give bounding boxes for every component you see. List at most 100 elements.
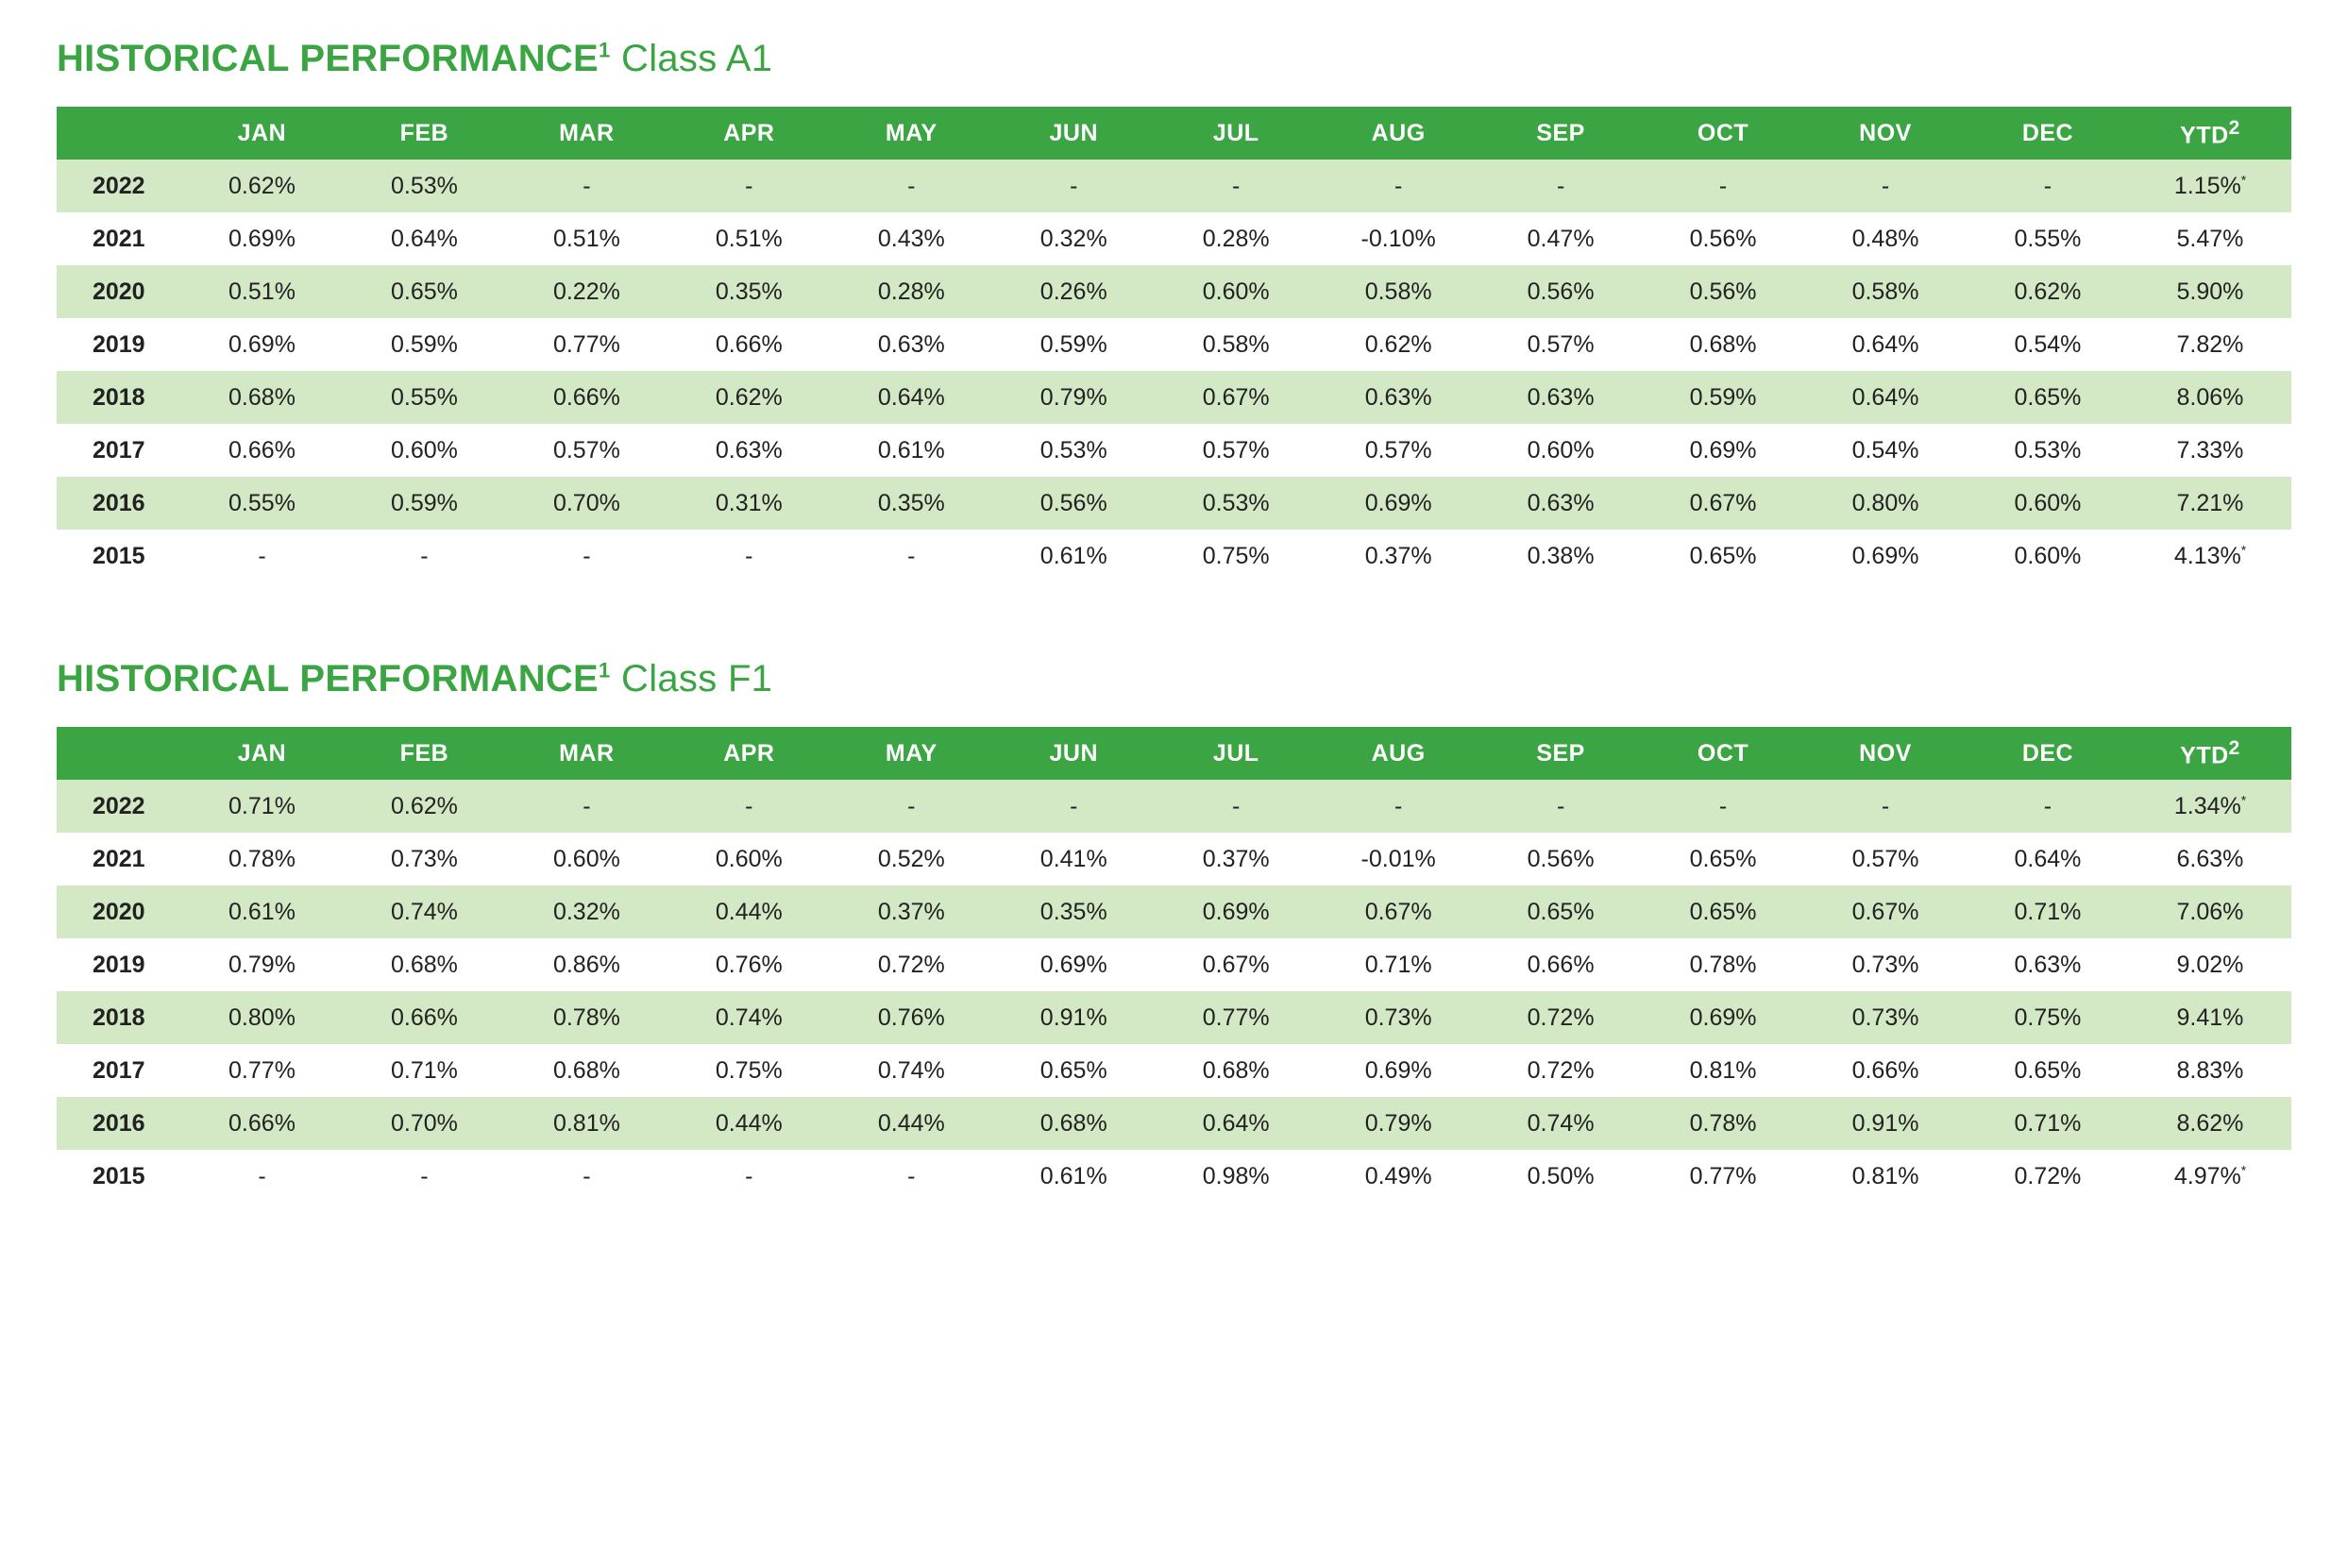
value-cell: 0.65% <box>1967 371 2129 424</box>
value-cell: 0.63% <box>1479 477 1642 530</box>
title-footnote: 1 <box>599 659 611 683</box>
ytd-cell: 9.41% <box>2129 991 2291 1044</box>
value-cell: 0.44% <box>830 1097 992 1150</box>
value-cell: 0.69% <box>181 318 344 371</box>
value-cell: - <box>1642 780 1804 833</box>
section-title: HISTORICAL PERFORMANCE1 Class F1 <box>57 658 2291 700</box>
value-cell: 0.75% <box>667 1044 830 1097</box>
value-cell: 0.68% <box>1642 318 1804 371</box>
value-cell: 0.41% <box>992 833 1155 885</box>
value-cell: 0.68% <box>343 938 505 991</box>
value-cell: 0.78% <box>1642 1097 1804 1150</box>
ytd-star: * <box>2241 173 2246 187</box>
value-cell: - <box>992 160 1155 212</box>
ytd-value: 7.06% <box>2177 899 2244 925</box>
ytd-star: * <box>2241 543 2246 557</box>
value-cell: 0.67% <box>1317 885 1479 938</box>
header-month: MAY <box>830 727 992 780</box>
value-cell: 0.59% <box>1642 371 1804 424</box>
table-row: 20180.80%0.66%0.78%0.74%0.76%0.91%0.77%0… <box>57 991 2291 1044</box>
value-cell: 0.56% <box>992 477 1155 530</box>
value-cell: 0.73% <box>1804 938 1967 991</box>
header-month: MAR <box>505 727 667 780</box>
value-cell: 0.73% <box>1804 991 1967 1044</box>
value-cell: 0.66% <box>1479 938 1642 991</box>
value-cell: 0.78% <box>1642 938 1804 991</box>
ytd-cell: 9.02% <box>2129 938 2291 991</box>
ytd-value: 4.97% <box>2174 1163 2241 1189</box>
title-label: HISTORICAL PERFORMANCE <box>57 38 599 79</box>
value-cell: - <box>667 1150 830 1203</box>
value-cell: 0.79% <box>181 938 344 991</box>
header-month: AUG <box>1317 107 1479 160</box>
value-cell: 0.66% <box>181 424 344 477</box>
value-cell: 0.53% <box>1155 477 1317 530</box>
year-cell: 2022 <box>57 780 181 833</box>
value-cell: 0.62% <box>343 780 505 833</box>
title-class-label: Class F1 <box>611 658 773 700</box>
value-cell: 0.28% <box>1155 212 1317 265</box>
ytd-cell: 8.83% <box>2129 1044 2291 1097</box>
value-cell: 0.60% <box>1967 477 2129 530</box>
value-cell: 0.58% <box>1804 265 1967 318</box>
value-cell: 0.69% <box>1155 885 1317 938</box>
value-cell: 0.35% <box>992 885 1155 938</box>
value-cell: - <box>830 530 992 582</box>
value-cell: 0.69% <box>1642 424 1804 477</box>
ytd-value: 8.83% <box>2177 1057 2244 1084</box>
table-row: 20220.62%0.53%----------1.15%* <box>57 160 2291 212</box>
ytd-star: * <box>2241 793 2246 807</box>
table-row: 20160.66%0.70%0.81%0.44%0.44%0.68%0.64%0… <box>57 1097 2291 1150</box>
header-month: OCT <box>1642 107 1804 160</box>
header-year-blank <box>57 107 181 160</box>
value-cell: - <box>667 530 830 582</box>
value-cell: 0.72% <box>1479 991 1642 1044</box>
value-cell: 0.67% <box>1642 477 1804 530</box>
value-cell: 0.54% <box>1967 318 2129 371</box>
value-cell: 0.60% <box>1479 424 1642 477</box>
value-cell: 0.66% <box>1804 1044 1967 1097</box>
value-cell: 0.76% <box>830 991 992 1044</box>
ytd-value: 9.02% <box>2177 952 2244 978</box>
value-cell: - <box>667 780 830 833</box>
value-cell: - <box>1967 160 2129 212</box>
value-cell: 0.71% <box>1317 938 1479 991</box>
value-cell: 0.74% <box>667 991 830 1044</box>
value-cell: 0.65% <box>343 265 505 318</box>
value-cell: 0.98% <box>1155 1150 1317 1203</box>
value-cell: 0.69% <box>992 938 1155 991</box>
value-cell: 0.72% <box>1967 1150 2129 1203</box>
value-cell: 0.62% <box>1317 318 1479 371</box>
value-cell: 0.79% <box>992 371 1155 424</box>
value-cell: - <box>343 1150 505 1203</box>
value-cell: 0.57% <box>505 424 667 477</box>
value-cell: 0.65% <box>1642 530 1804 582</box>
value-cell: 0.61% <box>830 424 992 477</box>
value-cell: - <box>181 530 344 582</box>
year-cell: 2018 <box>57 371 181 424</box>
value-cell: 0.60% <box>1967 530 2129 582</box>
value-cell: 0.43% <box>830 212 992 265</box>
value-cell: 0.57% <box>1317 424 1479 477</box>
header-month: SEP <box>1479 107 1642 160</box>
value-cell: 0.56% <box>1479 265 1642 318</box>
ytd-cell: 7.33% <box>2129 424 2291 477</box>
value-cell: 0.57% <box>1804 833 1967 885</box>
header-month: DEC <box>1967 727 2129 780</box>
header-ytd-footnote: 2 <box>2229 737 2240 759</box>
title-label: HISTORICAL PERFORMANCE <box>57 658 599 700</box>
value-cell: 0.35% <box>830 477 992 530</box>
year-cell: 2020 <box>57 885 181 938</box>
value-cell: 0.64% <box>1804 371 1967 424</box>
value-cell: 0.38% <box>1479 530 1642 582</box>
value-cell: 0.73% <box>1317 991 1479 1044</box>
table-row: 20200.61%0.74%0.32%0.44%0.37%0.35%0.69%0… <box>57 885 2291 938</box>
ytd-value: 7.33% <box>2177 437 2244 464</box>
value-cell: 0.44% <box>667 885 830 938</box>
value-cell: 0.64% <box>830 371 992 424</box>
value-cell: - <box>505 780 667 833</box>
year-cell: 2016 <box>57 1097 181 1150</box>
value-cell: 0.66% <box>343 991 505 1044</box>
ytd-cell: 5.90% <box>2129 265 2291 318</box>
value-cell: 0.71% <box>343 1044 505 1097</box>
